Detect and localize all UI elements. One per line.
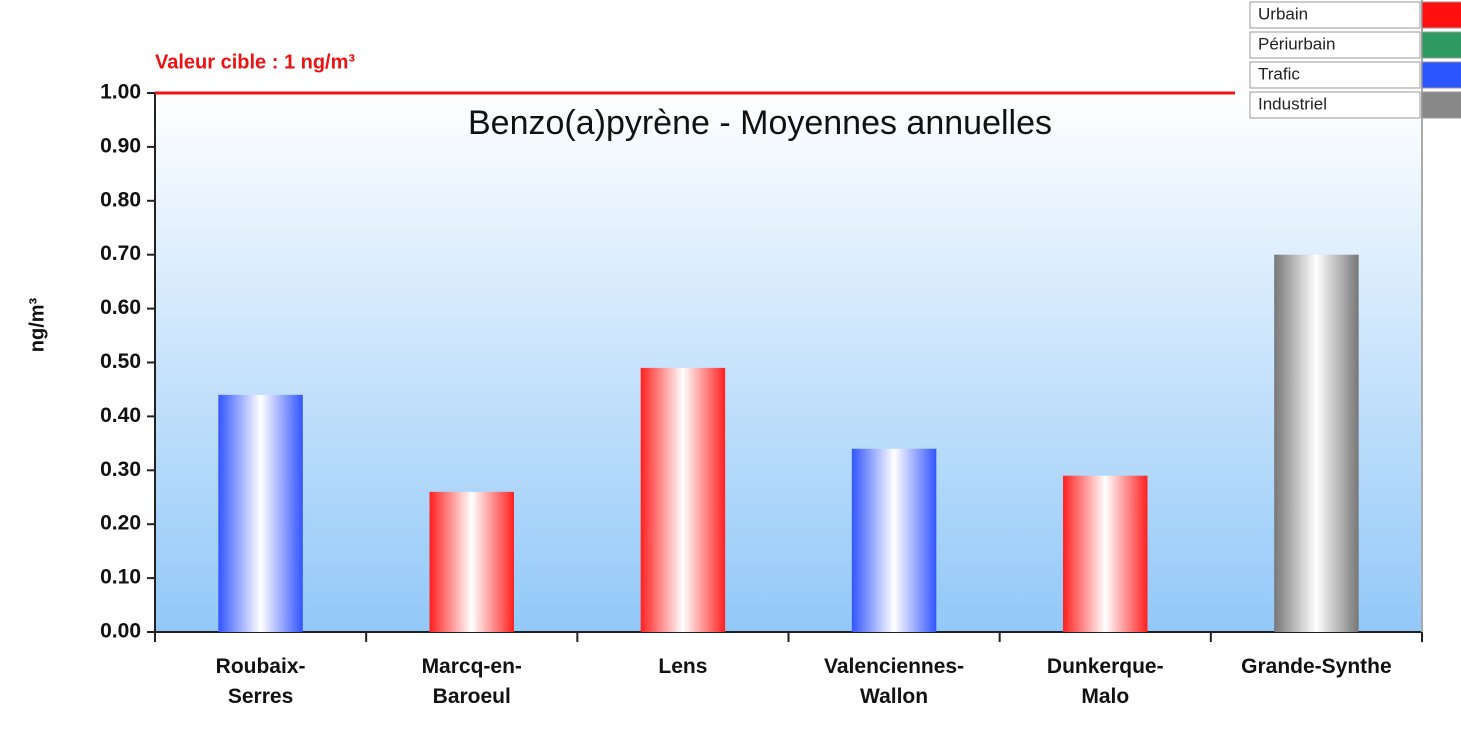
legend-box bbox=[1249, 1, 1421, 29]
legend-label: Trafic bbox=[1258, 64, 1300, 83]
x-tick-label: Dunkerque- Malo bbox=[1046, 655, 1164, 708]
y-tick-label: 0.50 bbox=[100, 350, 141, 373]
legend-swatch bbox=[1421, 1, 1461, 29]
y-tick-label: 0.60 bbox=[100, 296, 141, 319]
target-label: Valeur cible : 1 ng/m³ bbox=[155, 51, 355, 73]
y-tick-label: 0.70 bbox=[100, 242, 141, 265]
bar bbox=[851, 448, 937, 632]
chart-title: Benzo(a)pyrène - Moyennes annuelles bbox=[468, 104, 1052, 142]
x-tick-label: Marcq-en- Baroeul bbox=[421, 655, 522, 708]
y-tick-label: 0.30 bbox=[100, 458, 141, 481]
y-tick-label: 0.80 bbox=[100, 188, 141, 211]
bar bbox=[218, 394, 303, 632]
legend-label: Industriel bbox=[1258, 94, 1327, 113]
legend-box bbox=[1249, 91, 1421, 119]
legend-label: Urbain bbox=[1258, 4, 1308, 23]
legend-swatch bbox=[1421, 31, 1461, 59]
plot-area bbox=[155, 93, 1422, 632]
legend-label: Périurbain bbox=[1258, 34, 1336, 53]
legend-box bbox=[1249, 31, 1421, 59]
bar bbox=[429, 491, 514, 632]
x-tick-label: Lens bbox=[658, 655, 708, 678]
x-tick-label: Roubaix- Serres bbox=[215, 655, 306, 708]
legend-swatch bbox=[1421, 61, 1461, 89]
bar bbox=[1274, 254, 1359, 632]
y-tick-label: 0.10 bbox=[100, 566, 141, 589]
y-tick-label: 0.00 bbox=[100, 620, 141, 643]
x-tick-label: Grande-Synthe bbox=[1241, 655, 1392, 678]
y-tick-label: 0.40 bbox=[100, 404, 141, 427]
x-tick-label: Valenciennes- Wallon bbox=[824, 655, 965, 708]
y-tick-label: 1.00 bbox=[100, 81, 141, 104]
bar bbox=[1063, 475, 1148, 632]
legend-box bbox=[1249, 61, 1421, 89]
y-axis-label: ng/m³ bbox=[26, 297, 48, 352]
bar bbox=[640, 367, 726, 632]
y-tick-label: 0.20 bbox=[100, 512, 141, 535]
legend-swatch bbox=[1421, 91, 1461, 119]
y-tick-label: 0.90 bbox=[100, 134, 141, 157]
